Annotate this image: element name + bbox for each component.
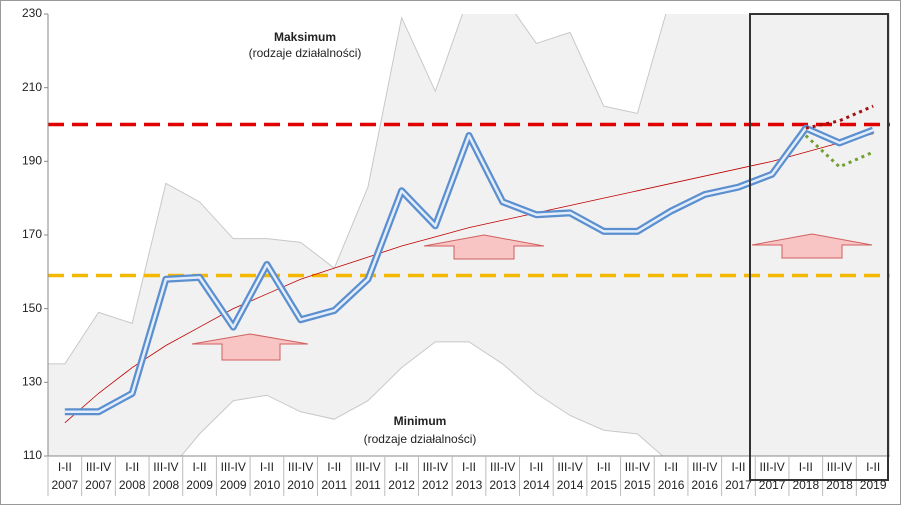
decorations — [191, 13, 889, 481]
x-tick-label: I-II — [125, 460, 139, 474]
annotation: (rodzaje działalności) — [364, 432, 477, 446]
x-tick-label: 2014 — [557, 478, 584, 492]
x-tick-label: I-II — [462, 460, 476, 474]
annotation: Minimum — [394, 414, 447, 428]
y-tick-label: 190 — [22, 154, 42, 168]
x-tick-label: 2009 — [220, 478, 247, 492]
x-tick-label: 2015 — [590, 478, 617, 492]
x-tick-label: I-II — [664, 460, 678, 474]
x-tick-label: 2010 — [254, 478, 281, 492]
x-tick-label: 2010 — [287, 478, 314, 492]
x-tick-label: 2011 — [321, 478, 347, 492]
y-tick-label: 210 — [22, 80, 42, 94]
x-tick-label: III-IV — [355, 460, 380, 474]
x-tick-label: III-IV — [423, 460, 448, 474]
x-tick-label: 2013 — [489, 478, 516, 492]
x-tick-label: I-II — [193, 460, 207, 474]
x-tick-label: I-II — [731, 460, 745, 474]
x-tick-label: 2009 — [186, 478, 213, 492]
series-line-inner — [64, 126, 874, 414]
x-tick-label: 2007 — [51, 478, 78, 492]
x-tick-label: III-IV — [759, 460, 784, 474]
x-tick-label: 2017 — [759, 478, 786, 492]
x-tick-label: III-IV — [86, 460, 111, 474]
x-tick-label: I-II — [327, 460, 341, 474]
arrow — [191, 333, 309, 361]
y-tick-label: 230 — [22, 6, 42, 20]
x-tick-label: III-IV — [288, 460, 313, 474]
x-tick-label: 2015 — [624, 478, 651, 492]
y-tick-label: 150 — [22, 301, 42, 315]
highlight-box — [749, 13, 889, 481]
arrow — [423, 234, 545, 260]
forecast-line — [804, 134, 874, 169]
x-tick-label: I-II — [58, 460, 72, 474]
x-tick-label: III-IV — [625, 460, 650, 474]
x-tick-label: I-II — [799, 460, 813, 474]
y-tick-label: 130 — [22, 375, 42, 389]
x-tick-label: I-II — [395, 460, 409, 474]
x-tick-label: 2012 — [422, 478, 449, 492]
forecast-line — [805, 104, 874, 130]
x-tick-label: 2016 — [658, 478, 685, 492]
arrow — [751, 233, 873, 259]
x-tick-label: 2014 — [523, 478, 550, 492]
x-tick-label: I-II — [529, 460, 543, 474]
x-tick-label: 2016 — [691, 478, 718, 492]
x-tick-label: 2017 — [725, 478, 752, 492]
x-tick-label: III-IV — [490, 460, 515, 474]
x-tick-label: 2018 — [826, 478, 853, 492]
y-tick-label: 110 — [23, 448, 42, 462]
x-tick-label: III-IV — [557, 460, 582, 474]
annotation: Maksimum — [274, 30, 336, 44]
trend-line — [64, 133, 874, 424]
x-tick-label: I-II — [260, 460, 274, 474]
x-tick-label: 2013 — [456, 478, 483, 492]
x-tick-label: 2008 — [153, 478, 180, 492]
x-tick-label: 2012 — [388, 478, 415, 492]
x-tick-label: III-IV — [692, 460, 717, 474]
y-tick-label: 170 — [22, 227, 42, 241]
x-tick-label: 2018 — [792, 478, 819, 492]
x-tick-label: III-IV — [153, 460, 178, 474]
x-tick-label: III-IV — [221, 460, 246, 474]
annotation: (rodzaje działalności) — [249, 46, 362, 60]
x-tick-label: 2007 — [85, 478, 112, 492]
x-tick-label: 2011 — [355, 478, 381, 492]
x-tick-label: I-II — [597, 460, 611, 474]
x-tick-label: III-IV — [827, 460, 852, 474]
x-tick-label: 2008 — [119, 478, 146, 492]
x-tick-label: I-II — [866, 460, 880, 474]
x-tick-label: 2019 — [860, 478, 887, 492]
